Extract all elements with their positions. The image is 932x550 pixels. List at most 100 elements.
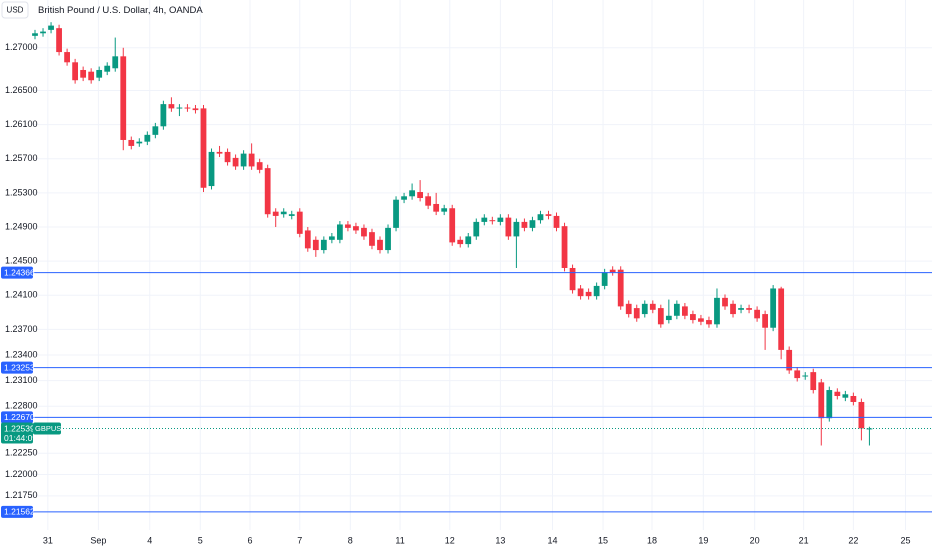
candle-body (649, 303, 656, 310)
x-tick-label: 31 (43, 535, 53, 545)
x-tick-label: 25 (901, 535, 911, 545)
candles (32, 22, 873, 446)
x-tick-label: 11 (395, 535, 404, 545)
candle-body (240, 153, 247, 167)
grid: 1.27000 1.26500 1.26100 1.25700 1.25300 1.249… (5, 0, 932, 545)
x-tick-label: 18 (647, 535, 657, 545)
candle-body (48, 25, 54, 30)
y-tick-label: 1.23700 (5, 324, 38, 334)
candle-body (561, 226, 568, 268)
candle-body (585, 291, 592, 297)
candle-body (866, 428, 873, 430)
candle-body (312, 239, 319, 251)
candle-body (521, 221, 528, 228)
candle-body (545, 214, 552, 216)
candle-body (665, 315, 672, 321)
y-tick-label: 1.24900 (5, 221, 38, 231)
candle-body (224, 151, 231, 163)
candle-body (754, 309, 760, 319)
y-tick-label: 1.22250 (5, 448, 38, 458)
candle-body (393, 199, 399, 228)
candle-body (489, 220, 496, 222)
last-price-tag (1, 422, 33, 444)
x-tick-label: 19 (698, 535, 708, 545)
candle-body (657, 308, 664, 325)
candle-body (778, 288, 785, 350)
candle-body (553, 215, 560, 228)
candle-body (168, 104, 175, 109)
candle-body (826, 390, 833, 419)
candle-body (264, 168, 271, 215)
candle-body (120, 56, 127, 140)
candle-body (296, 211, 303, 234)
y-tick-label: 1.25300 (5, 187, 38, 197)
candle-body (328, 236, 335, 240)
candle-body (505, 217, 512, 237)
candle-body (184, 107, 191, 109)
candle-body (858, 401, 865, 429)
y-tick-label: 1.21750 (5, 490, 38, 500)
candle-body (593, 285, 600, 297)
candle-body (441, 208, 448, 212)
candle-body (96, 69, 103, 78)
candle-body (208, 151, 215, 187)
candle-body (810, 372, 817, 391)
candle-body (673, 303, 680, 316)
y-tick-label: 1.27000 (5, 42, 38, 52)
currency-label: USD (7, 6, 24, 15)
candle-body (641, 303, 648, 315)
candle-body (449, 208, 456, 243)
candle-body (377, 239, 383, 251)
candle-body (216, 151, 223, 154)
y-tick-label: 1.26100 (5, 119, 38, 129)
candle-body (842, 394, 849, 398)
candle-body (152, 126, 159, 135)
candle-body (746, 308, 752, 310)
candle-body (32, 33, 38, 36)
candle-body (232, 157, 239, 167)
candle-body (473, 221, 480, 237)
candle-body (128, 139, 135, 146)
candle-body (786, 349, 793, 371)
y-tick-label: 1.24500 (5, 256, 38, 266)
x-tick-label: 13 (495, 535, 505, 545)
candle-body (192, 108, 199, 111)
candle-body (714, 297, 720, 325)
candle-body (272, 211, 279, 216)
price-line-label: 1.23253 (4, 362, 35, 372)
candle-body (56, 28, 62, 53)
candle-body (320, 239, 327, 251)
candle-body (481, 217, 488, 222)
price-line-tag (1, 266, 33, 279)
candle-body (353, 226, 359, 231)
last-price-label: 1.22539 (4, 423, 35, 433)
candle-body (529, 220, 536, 228)
candle-body (465, 236, 472, 245)
candle-body (40, 31, 46, 34)
candle-body (690, 314, 696, 321)
candle-body (417, 192, 424, 199)
y-tick-label: 1.24100 (5, 290, 38, 300)
x-tick-label: 5 (198, 535, 203, 545)
candle-body (176, 107, 183, 109)
candle-body (625, 303, 632, 315)
candle-body (730, 303, 736, 315)
x-tick-label: 4 (147, 535, 152, 545)
currency-button[interactable] (1, 1, 29, 19)
candle-body (609, 269, 616, 273)
y-tick-label: 1.23400 (5, 349, 38, 359)
candle-body (770, 288, 777, 328)
candle-body (497, 217, 504, 222)
candle-body (802, 375, 809, 377)
candle-body (722, 297, 728, 307)
x-tick-label: 14 (547, 535, 557, 545)
price-line-label: 1.24366 (4, 267, 35, 277)
price-line-label: 1.22670 (4, 412, 35, 422)
candle-body (256, 162, 263, 170)
candle-body (345, 224, 351, 228)
candle-body (738, 308, 744, 310)
candle-body (457, 239, 464, 245)
candle-body (834, 391, 841, 397)
